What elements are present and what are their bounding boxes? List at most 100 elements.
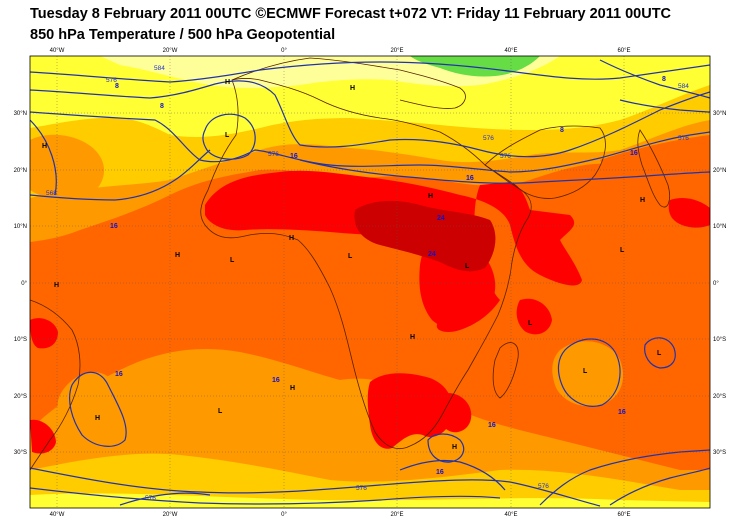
- lat-tick-label: 10°S: [14, 337, 27, 343]
- geopotential-contours: [30, 59, 710, 507]
- contour-line-south-3: [119, 492, 211, 506]
- geopotential-label: 576: [483, 135, 494, 142]
- geopotential-label: 576: [106, 77, 117, 84]
- lat-tick-label: 0°: [21, 281, 27, 287]
- temp-band-gold-south: [30, 453, 710, 508]
- lat-tick-label: 30°S: [713, 450, 726, 456]
- pressure-center: L: [230, 257, 235, 264]
- geopotential-label: 576: [268, 151, 279, 158]
- lon-tick-label: 40°E: [504, 512, 517, 518]
- pressure-center: H: [290, 385, 295, 392]
- geopotential-label: 576: [145, 495, 156, 502]
- lon-tick-label: 0°: [281, 512, 287, 518]
- pressure-center: L: [225, 132, 230, 139]
- geopotential-label: 568: [46, 190, 57, 197]
- pressure-center: L: [218, 408, 223, 415]
- temp-label: 16: [290, 153, 298, 160]
- temp-blob-red-southeast-africa: [436, 393, 472, 433]
- temperature-labels: 8 8 8 8 16 16 16 16 16 16 16 16 16 24 24: [110, 76, 666, 476]
- temp-label: 16: [618, 409, 626, 416]
- temp-label: 16: [436, 469, 444, 476]
- coast-brazil: [30, 299, 81, 471]
- lon-ticks-bottom: 40°W 20°W 0° 20°E 40°E 60°E: [50, 512, 631, 518]
- contour-closed-high-southwest: [69, 371, 127, 447]
- lon-tick-label: 40°W: [50, 48, 65, 54]
- lat-tick-label: 20°S: [14, 394, 27, 400]
- temp-label: 16: [110, 223, 118, 230]
- map-subtitle: 850 hPa Temperature / 500 hPa Geopotenti…: [30, 27, 336, 43]
- lon-tick-label: 20°E: [390, 48, 403, 54]
- pressure-center: H: [640, 197, 645, 204]
- lat-ticks-left: 30°N 20°N 10°N 0° 10°S 20°S 30°S: [14, 111, 28, 456]
- pressure-center: H: [452, 444, 457, 451]
- contour-line-7: [599, 59, 710, 99]
- temp-label: 8: [662, 76, 666, 83]
- lon-tick-label: 60°E: [617, 48, 630, 54]
- pressure-center: H: [428, 193, 433, 200]
- temp-label: 16: [488, 422, 496, 429]
- temp-patch-red-east: [516, 298, 552, 335]
- temp-label: 16: [466, 175, 474, 182]
- geopotential-label: 576: [356, 485, 367, 492]
- pressure-centers: H H L H H H L H L H L H H L L H L L H L …: [42, 79, 662, 451]
- temp-label: 16: [115, 371, 123, 378]
- temp-blob-orange-sw: [57, 372, 126, 447]
- lon-tick-label: 20°W: [163, 512, 178, 518]
- plot-frame: [29, 55, 711, 509]
- lat-ticks-right: 30°N 20°N 10°N 0° 10°S 20°S 30°S: [713, 111, 726, 456]
- lat-tick-label: 20°N: [713, 168, 726, 174]
- coast-africa: [200, 78, 532, 449]
- temperature-field: [30, 56, 710, 508]
- temp-label: 24: [437, 215, 445, 222]
- lat-tick-label: 10°N: [14, 224, 27, 230]
- pressure-center: L: [465, 263, 470, 270]
- contour-line-2: [30, 80, 710, 158]
- lat-tick-label: 20°S: [713, 394, 726, 400]
- pressure-center: L: [348, 253, 353, 260]
- pressure-center: H: [175, 252, 180, 259]
- lat-tick-label: 10°S: [713, 337, 726, 343]
- lon-tick-label: 40°W: [50, 512, 65, 518]
- pressure-center: H: [410, 334, 415, 341]
- coast-arabia: [484, 125, 606, 199]
- pressure-center: H: [42, 143, 47, 150]
- lon-tick-label: 40°E: [504, 48, 517, 54]
- contour-line-1: [30, 61, 710, 83]
- contour-line-south-4: [539, 449, 710, 506]
- contour-line-6: [30, 119, 57, 196]
- pressure-center: L: [528, 320, 533, 327]
- pressure-center: H: [350, 85, 355, 92]
- temp-patch-red-west: [30, 318, 58, 349]
- contour-closed-low-south-africa: [427, 433, 465, 463]
- geopotential-label: 584: [678, 83, 689, 90]
- temp-label: 16: [630, 150, 638, 157]
- contour-line-south-1: [30, 467, 601, 507]
- lat-tick-label: 20°N: [14, 168, 27, 174]
- lat-tick-label: 0°: [713, 281, 719, 287]
- temp-patch-red-southwest: [30, 419, 56, 454]
- coastlines: [30, 57, 670, 471]
- coast-europe: [231, 57, 466, 109]
- temp-label: 8: [115, 83, 119, 90]
- temp-label: 8: [160, 103, 164, 110]
- coast-india: [637, 129, 670, 208]
- temp-blob-orange-west: [30, 134, 105, 201]
- geopotential-label: 584: [154, 65, 165, 72]
- contour-line-4: [30, 149, 211, 201]
- contour-line-south-6: [399, 459, 506, 491]
- lat-tick-label: 30°N: [713, 111, 726, 117]
- graticule: [30, 56, 710, 508]
- geopotential-labels: 576 584 576 576 584 576 568 576 576 576 …: [46, 65, 689, 502]
- geopotential-label: 576: [538, 483, 549, 490]
- coast-madagascar: [492, 342, 519, 399]
- temp-blob-orange-se: [552, 341, 624, 407]
- temp-label: 24: [428, 251, 436, 258]
- contour-line-8: [619, 99, 710, 113]
- pressure-center: H: [54, 282, 59, 289]
- contour-closed-low-far-east: [644, 337, 676, 369]
- contour-line-south-2: [30, 487, 501, 505]
- pressure-center: H: [95, 415, 100, 422]
- temp-label: 8: [560, 127, 564, 134]
- contour-line-3: [30, 111, 710, 173]
